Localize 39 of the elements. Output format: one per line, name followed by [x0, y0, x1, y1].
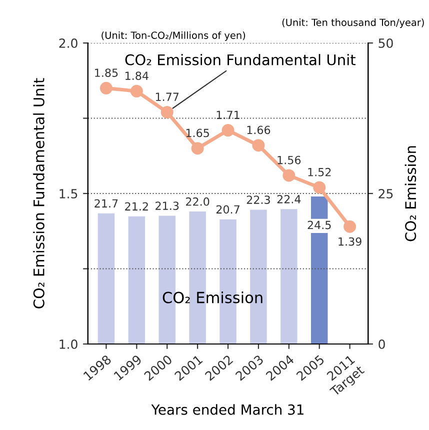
point	[191, 142, 204, 155]
data-label: 1.66	[247, 126, 270, 134]
point	[160, 106, 174, 118]
y2-tick-label: 50	[378, 38, 393, 48]
series-label: CO₂ Emission Fundamental Unit	[125, 54, 356, 66]
y2-axis-title: CO₂ Emission	[404, 146, 416, 242]
point	[344, 220, 356, 233]
data-label: 1.84	[126, 72, 148, 80]
point	[130, 84, 143, 98]
data-label: 20.7	[216, 205, 240, 214]
text: (Unit: Ten thousand Ton/year)	[282, 18, 424, 28]
data-label: 1.52	[308, 168, 331, 176]
data-label: 24.5	[308, 220, 331, 230]
x-axis-title: Years ended March 31	[151, 404, 304, 415]
y-axis-title: CO₂ Emission Fundamental Unit	[33, 78, 44, 308]
data-label: 22.4	[277, 194, 301, 204]
data-label: 1.85	[95, 68, 118, 77]
point	[282, 169, 296, 182]
data-label: 22.3	[246, 196, 270, 204]
text: (Unit: Ton-CO₂/Millions of yen)	[102, 31, 246, 41]
y2-tick-label: 0	[378, 339, 385, 349]
data-label: 1.65	[186, 128, 209, 138]
point	[313, 181, 326, 194]
data-label: 22.0	[186, 197, 210, 206]
data-label: 1.56	[278, 156, 301, 164]
data-label: 1.77	[156, 92, 179, 101]
data-label: 1.71	[216, 110, 240, 119]
series-label: CO₂ Emission	[162, 291, 262, 304]
y-tick-label: 1.5	[60, 189, 78, 198]
y2-tick-label: 25	[378, 188, 393, 198]
point	[252, 139, 265, 152]
y-tick-label: 1.0	[60, 339, 78, 349]
y-tick-label: 2.0	[59, 38, 78, 48]
point	[222, 124, 234, 137]
data-label: 1.39	[338, 237, 362, 246]
data-label: 21.2	[125, 202, 148, 210]
data-label: 21.3	[156, 202, 179, 210]
point	[100, 82, 112, 94]
data-label: 21.7	[94, 199, 118, 208]
